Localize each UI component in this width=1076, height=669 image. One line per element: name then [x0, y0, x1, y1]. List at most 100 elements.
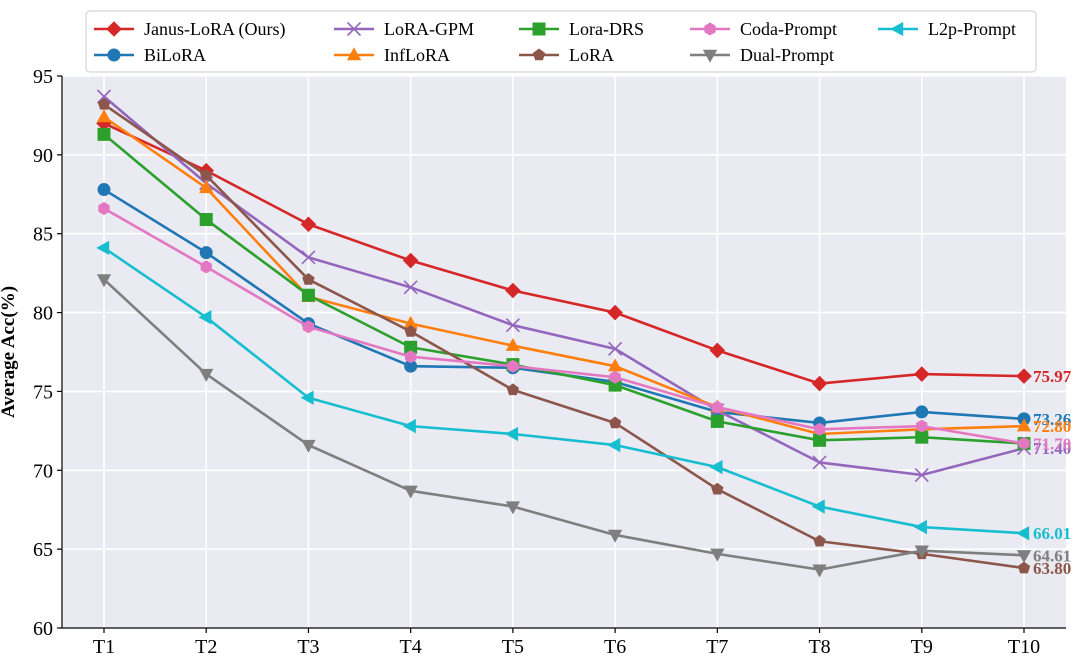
data-point [915, 430, 929, 444]
y-axis-label: Average Acc(%) [0, 286, 19, 418]
x-tick-label: T2 [195, 636, 217, 658]
legend-label: InfLoRA [384, 45, 450, 65]
data-point [608, 378, 622, 392]
data-point [710, 548, 725, 562]
data-point [812, 455, 827, 470]
data-point [301, 250, 316, 265]
data-point [710, 414, 724, 428]
data-point [1017, 561, 1031, 574]
x-tick-label: T9 [911, 636, 933, 658]
data-point [505, 282, 521, 299]
data-point [505, 426, 519, 442]
data-point [404, 324, 417, 337]
data-point [200, 260, 212, 274]
legend-label: LoRA [569, 45, 614, 65]
x-tick-label: T10 [1008, 636, 1040, 658]
data-point [403, 280, 418, 295]
data-point [98, 201, 110, 215]
legend-item: L2p-Prompt [878, 19, 1016, 39]
data-point [300, 390, 314, 405]
data-point [607, 437, 621, 453]
data-point [709, 459, 723, 475]
y-tick-label: 60 [33, 618, 53, 640]
legend-item: InfLoRA [334, 45, 450, 65]
data-point [97, 97, 111, 110]
legend-label: LoRA-GPM [384, 19, 474, 39]
data-point [532, 22, 546, 36]
data-point [505, 501, 521, 515]
data-point [813, 534, 826, 547]
legend-item: Lora-DRS [519, 19, 644, 39]
data-point [711, 400, 723, 414]
data-point-stroke [96, 89, 112, 104]
series-line [103, 95, 1025, 477]
y-tick-label: 70 [33, 460, 53, 482]
end-value-label: 64.61 [1033, 546, 1071, 565]
data-point [608, 341, 623, 356]
data-point [198, 310, 212, 325]
end-value-label: 71.70 [1033, 434, 1071, 453]
data-point [609, 370, 621, 384]
data-point [302, 320, 315, 334]
data-point [1016, 550, 1032, 564]
end-value-labels: 75.97 73.26 71.40 72.80 63.80 71.70 64.61 66.01 [1033, 367, 1072, 578]
data-point [1016, 526, 1030, 541]
data-point [403, 315, 418, 329]
y-axis-ticks: 60 65 70 75 80 85 90 95 [33, 66, 62, 640]
data-point [96, 274, 112, 288]
data-point [405, 350, 417, 364]
data-point [200, 168, 213, 181]
data-point [506, 383, 520, 396]
series-line [103, 133, 1025, 445]
data-point [199, 246, 213, 260]
series-l2p-prompt [96, 240, 1030, 541]
y-tick-label: 80 [33, 303, 53, 325]
data-point [813, 422, 826, 436]
data-point [96, 109, 112, 123]
data-point [812, 564, 827, 578]
data-point [532, 48, 546, 61]
x-tick-label: T3 [297, 636, 319, 658]
data-point [607, 304, 623, 321]
data-point-stroke [608, 341, 623, 356]
data-point [97, 127, 111, 141]
x-tick-label: T7 [706, 636, 728, 658]
data-point [914, 545, 929, 559]
data-point [107, 48, 121, 62]
x-axis-ticks: T1 T2 T3 T4 T5 T6 T7 T8 T9 T10 [93, 628, 1040, 658]
data-point [505, 337, 521, 351]
data-point [709, 342, 726, 359]
data-point-stroke [914, 467, 929, 483]
data-point [913, 519, 927, 535]
data-point [813, 433, 827, 447]
data-point-stroke [403, 280, 418, 295]
data-point [702, 49, 718, 63]
series-line [103, 122, 1025, 385]
series-line [103, 103, 1025, 570]
end-value-label: 66.01 [1033, 524, 1071, 543]
end-value-label: 73.26 [1033, 410, 1071, 429]
x-tick-label: T5 [502, 636, 524, 658]
series-coda-prompt [98, 201, 1030, 450]
data-point-stroke [505, 318, 520, 333]
data-point [96, 89, 112, 104]
legend-label: Janus-LoRA (Ours) [144, 19, 286, 40]
data-point [811, 375, 828, 392]
data-point [301, 288, 315, 302]
legend-item: Dual-Prompt [690, 45, 834, 65]
data-point [890, 21, 904, 37]
series-group [96, 89, 1032, 578]
legend-label: Dual-Prompt [740, 45, 834, 65]
data-point [199, 213, 213, 227]
y-tick-label: 75 [33, 381, 53, 403]
legend-box [85, 10, 1037, 73]
data-point [402, 252, 419, 269]
data-point [403, 485, 418, 499]
data-point-stroke [346, 21, 362, 37]
data-point [199, 180, 214, 194]
end-value-label: 75.97 [1033, 367, 1072, 386]
data-point-stroke [301, 250, 316, 265]
data-point [97, 183, 111, 197]
end-value-label: 71.40 [1033, 439, 1071, 458]
